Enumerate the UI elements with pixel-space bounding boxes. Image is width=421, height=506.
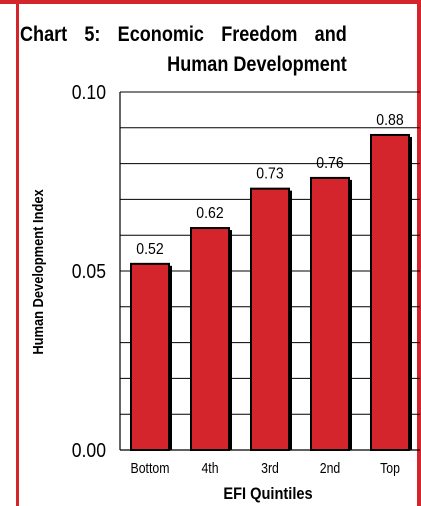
bar-value-label: 0.88: [376, 111, 403, 129]
x-tick-label: 4th: [201, 460, 218, 476]
frame-border-left: [16, 4, 19, 506]
bar-value-label: 0.62: [196, 204, 223, 222]
chart-title: Chart 5: Economic Freedom and Human Deve…: [20, 23, 347, 76]
bar: [310, 176, 350, 451]
bar-value-label: 0.52: [136, 240, 163, 258]
x-tick-label: 2nd: [320, 460, 341, 476]
bar: [250, 187, 290, 451]
bar-value-label: 0.73: [256, 165, 283, 183]
frame-border-top: [0, 0, 421, 4]
frame-border-right: [417, 0, 421, 506]
x-axis-title: EFI Quintiles: [223, 485, 312, 503]
bar: [370, 133, 410, 452]
bar-value-label: 0.76: [316, 154, 343, 172]
y-tick-label: 0.10: [72, 81, 106, 103]
bar: [190, 227, 230, 451]
x-tick-label: 3rd: [261, 460, 279, 476]
y-tick-label: 0.00: [72, 439, 106, 461]
x-tick-label: Bottom: [131, 460, 170, 476]
y-tick-label: 0.05: [72, 260, 106, 282]
x-tick-label: Top: [380, 460, 400, 476]
bar: [130, 262, 170, 451]
y-axis-title: Human Development Index: [29, 189, 46, 355]
